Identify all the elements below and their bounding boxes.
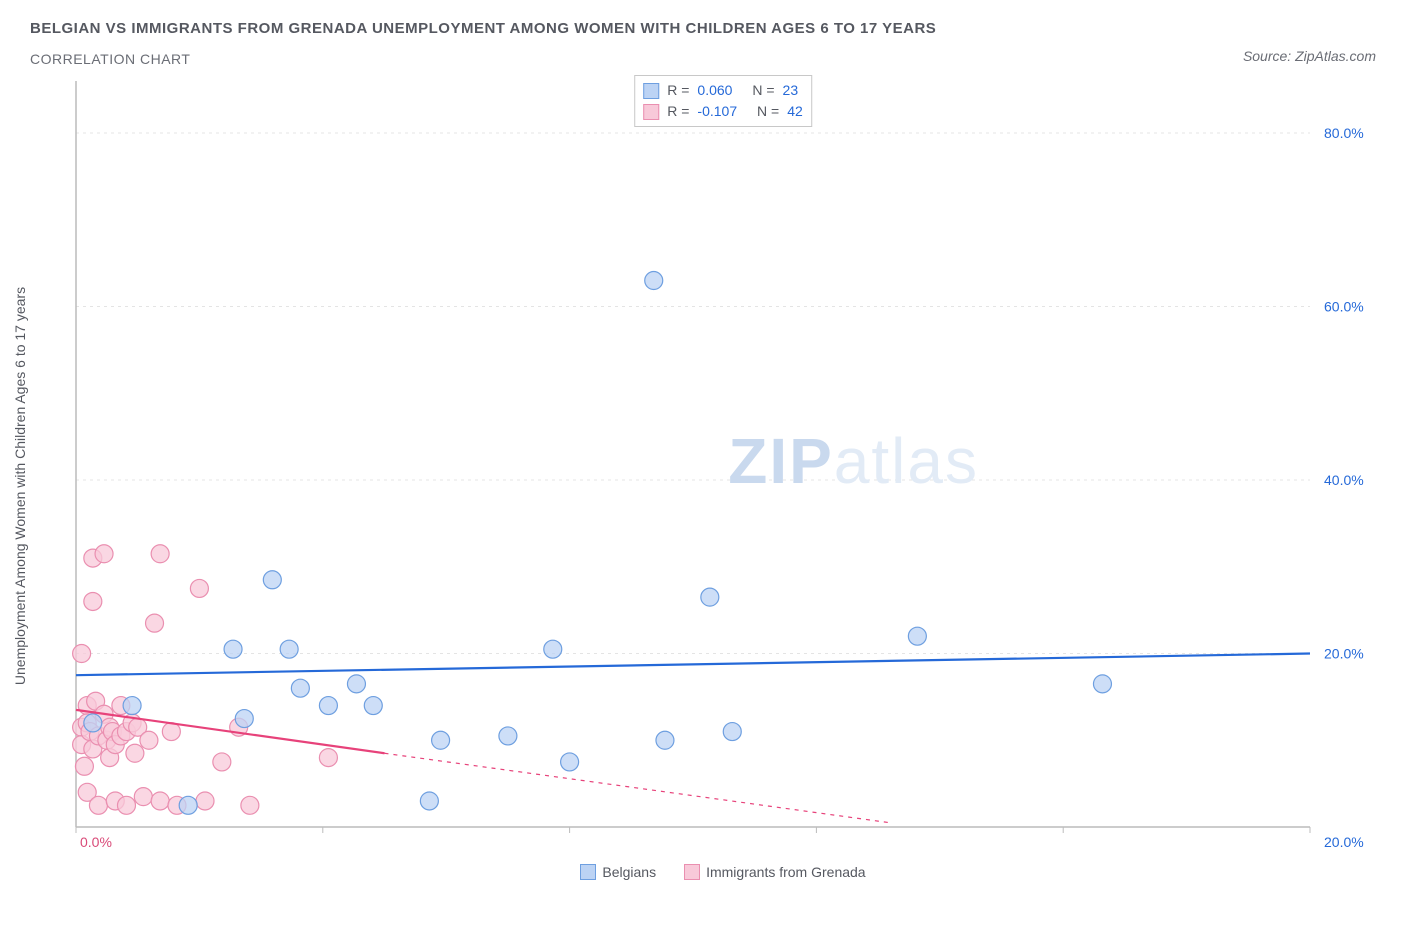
swatch-grenada [684,864,700,880]
legend-item-grenada: Immigrants from Grenada [684,864,866,880]
r-label: R = [667,80,689,101]
swatch-belgians [580,864,596,880]
title-block: BELGIAN VS IMMIGRANTS FROM GRENADA UNEMP… [30,20,1243,67]
svg-text:40.0%: 40.0% [1324,472,1364,488]
chart-container: Unemployment Among Women with Children A… [30,75,1376,880]
stats-row-belgians: R = 0.060 N = 23 [643,80,803,101]
r-value-grenada: -0.107 [697,101,737,122]
n-label: N = [752,80,774,101]
subtitle: CORRELATION CHART [30,51,1243,67]
svg-text:80.0%: 80.0% [1324,125,1364,141]
swatch-grenada [643,104,659,120]
n-value-grenada: 42 [787,101,803,122]
main-title: BELGIAN VS IMMIGRANTS FROM GRENADA UNEMP… [30,20,1243,37]
scatter-chart: 20.0% 40.0% 60.0% 80.0% 0.0% 20.0% [70,75,1380,855]
swatch-belgians [643,83,659,99]
svg-text:20.0%: 20.0% [1324,834,1364,850]
svg-text:0.0%: 0.0% [80,834,112,850]
svg-text:60.0%: 60.0% [1324,299,1364,315]
source-attribution: Source: ZipAtlas.com [1243,48,1376,64]
stats-row-grenada: R = -0.107 N = 42 [643,101,803,122]
r-label: R = [667,101,689,122]
n-value-belgians: 23 [783,80,799,101]
svg-text:20.0%: 20.0% [1324,646,1364,662]
y-axis-label: Unemployment Among Women with Children A… [12,286,28,684]
legend-label-belgians: Belgians [602,864,656,880]
header: BELGIAN VS IMMIGRANTS FROM GRENADA UNEMP… [30,20,1376,67]
legend-item-belgians: Belgians [580,864,656,880]
r-value-belgians: 0.060 [697,80,732,101]
plot-area: R = 0.060 N = 23 R = -0.107 N = 42 ZIPat… [70,75,1376,880]
stats-legend: R = 0.060 N = 23 R = -0.107 N = 42 [634,75,812,127]
legend-label-grenada: Immigrants from Grenada [706,864,866,880]
bottom-legend: Belgians Immigrants from Grenada [70,864,1376,880]
n-label: N = [757,101,779,122]
